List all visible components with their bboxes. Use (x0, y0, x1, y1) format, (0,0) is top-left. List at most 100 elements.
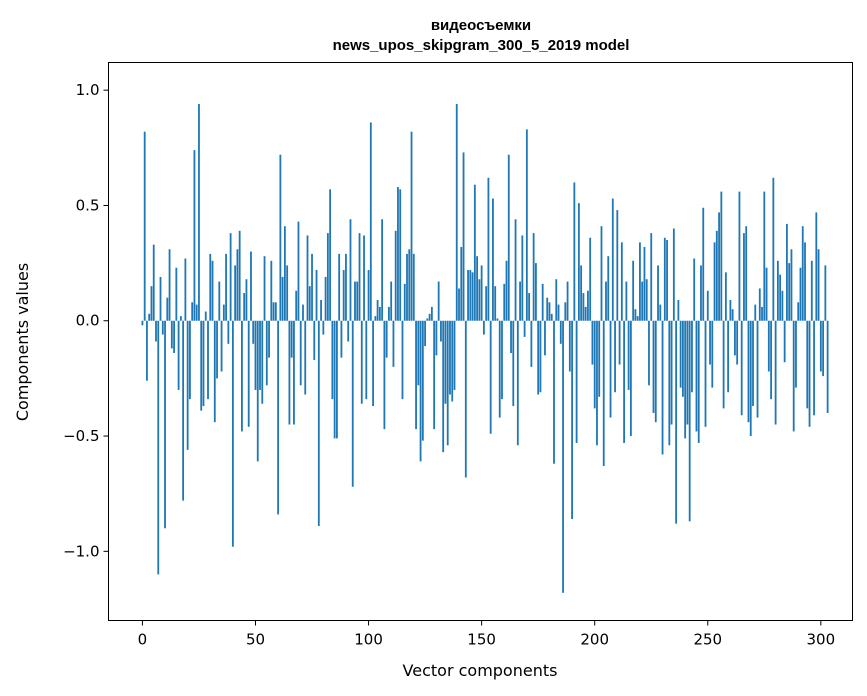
bar-241 (686, 320, 689, 425)
bar-87 (338, 253, 341, 321)
bar-12 (168, 249, 171, 321)
bar-286 (788, 263, 791, 321)
bar-235 (672, 228, 675, 321)
bar-186 (562, 320, 564, 593)
bar-299 (817, 249, 820, 321)
bar-46 (245, 279, 248, 321)
bar-138 (453, 320, 456, 390)
bar-100 (367, 270, 370, 321)
bar-182 (553, 320, 555, 464)
bar-267 (745, 226, 748, 321)
bar-183 (555, 279, 558, 321)
bar-130 (435, 320, 438, 356)
bar-80 (322, 320, 325, 335)
x-axis-ticks: 0 50 100 150 200 250 300 (138, 620, 835, 649)
bar-158 (498, 320, 501, 418)
bar-162 (507, 154, 510, 321)
bar-67 (293, 320, 295, 425)
bar-105 (378, 306, 381, 321)
bar-106 (381, 219, 384, 321)
bar-61 (279, 154, 282, 321)
bar-263 (736, 320, 739, 365)
bar-92 (349, 219, 352, 321)
bar-78 (317, 320, 320, 526)
bar-226 (652, 320, 655, 413)
bar-99 (365, 320, 368, 400)
bar-159 (501, 320, 503, 400)
bar-14 (173, 320, 175, 354)
bar-175 (537, 320, 540, 395)
bar-97 (360, 320, 363, 404)
bar-185 (559, 320, 562, 344)
bar-4 (150, 286, 153, 321)
bar-191 (573, 182, 576, 321)
bar-143 (464, 320, 467, 478)
bar-238 (679, 320, 682, 388)
bar-256 (720, 191, 723, 321)
chart-title-line1: видеосъемки (431, 17, 531, 34)
bar-151 (482, 320, 485, 335)
bar-135 (446, 320, 449, 446)
bar-26 (200, 320, 203, 411)
bar-2 (146, 320, 148, 381)
bar-266 (743, 233, 745, 321)
bar-298 (815, 212, 818, 321)
bar-192 (575, 320, 578, 443)
y-axis-ticks: 1.0 0.5 0.0 −0.5 −1.0 (63, 81, 109, 560)
bar-234 (670, 320, 673, 425)
bar-40 (231, 320, 234, 547)
bar-144 (467, 270, 469, 321)
bar-116 (403, 283, 406, 321)
bar-198 (589, 237, 592, 321)
bar-188 (566, 281, 569, 321)
bar-255 (718, 212, 720, 321)
bar-272 (756, 320, 759, 418)
bar-34 (218, 281, 221, 321)
bar-160 (503, 283, 506, 321)
bar-279 (772, 177, 775, 321)
bar-145 (469, 270, 472, 321)
bar-126 (426, 318, 429, 321)
bar-284 (783, 320, 786, 363)
bar-16 (177, 320, 180, 390)
bar-245 (695, 320, 698, 432)
bar-195 (582, 293, 585, 321)
bar-111 (392, 320, 395, 367)
bar-56 (268, 320, 270, 358)
bar-123 (419, 320, 422, 462)
bar-200 (593, 320, 596, 409)
bar-140 (458, 288, 460, 321)
bar-222 (643, 246, 646, 321)
bar-107 (383, 320, 386, 430)
bar-285 (786, 223, 788, 321)
bar-136 (449, 320, 451, 395)
bar-173 (532, 233, 535, 321)
bar-131 (437, 281, 440, 321)
bar-203 (600, 226, 603, 321)
bar-134 (444, 320, 447, 404)
bar-58 (272, 302, 275, 321)
bar-260 (729, 300, 732, 321)
bar-118 (408, 249, 411, 321)
bar-223 (645, 279, 648, 321)
bar-64 (286, 265, 289, 321)
bar-296 (810, 260, 813, 321)
bar-74 (308, 286, 311, 321)
bar-228 (657, 265, 659, 321)
bar-207 (609, 320, 612, 418)
bar-163 (510, 320, 512, 354)
bar-117 (406, 253, 408, 321)
bar-301 (822, 320, 825, 377)
bar-101 (369, 122, 372, 321)
bar-154 (489, 320, 492, 434)
bar-75 (311, 253, 313, 321)
bar-93 (351, 320, 354, 487)
bar-60 (277, 320, 280, 515)
bar-70 (299, 320, 302, 386)
bar-265 (740, 320, 743, 416)
bar-51 (256, 320, 259, 462)
bar-27 (202, 320, 205, 407)
bar-269 (749, 320, 752, 437)
bar-300 (819, 320, 822, 372)
